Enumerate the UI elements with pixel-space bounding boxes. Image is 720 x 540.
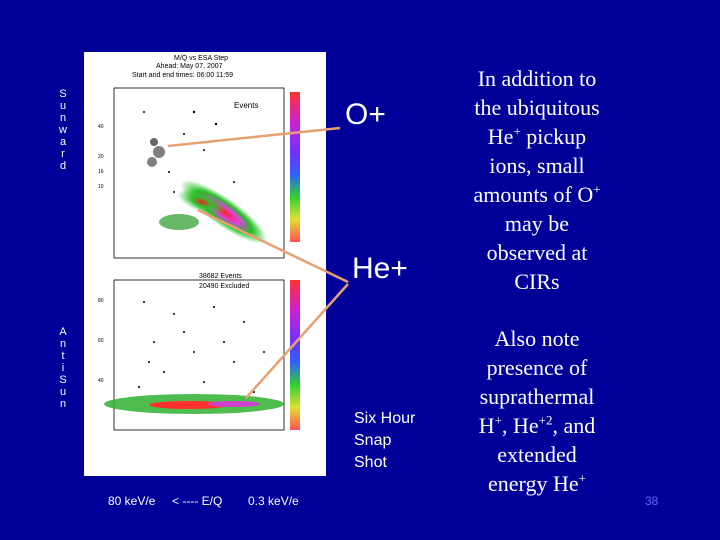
vertical-letter: r xyxy=(61,148,65,160)
text-block-1: In addition to the ubiquitous He+ pickup io… xyxy=(452,64,622,296)
top-colorbar xyxy=(290,92,300,242)
bottom-panel-excluded: 20490 Excluded xyxy=(199,283,249,290)
top-blob-2 xyxy=(177,189,227,215)
bottom-colorbar xyxy=(290,280,300,430)
snapshot-line: Snap xyxy=(354,432,392,449)
top-blob-3 xyxy=(159,214,199,230)
plot-title-2: Ahead: May 07, 2007 xyxy=(156,63,223,70)
o-plus-label: O+ xyxy=(345,98,386,131)
text-line: ions, small xyxy=(489,153,585,178)
vertical-letter: a xyxy=(59,136,67,148)
text-line: CIRs xyxy=(514,269,560,294)
bottom-band-core xyxy=(149,401,229,409)
plot-title-3: Start and end times: 06:00 11:59 xyxy=(132,72,233,79)
bottom-panel-events: 38682 Events xyxy=(199,273,242,280)
axis-right-label: 0.3 keV/e xyxy=(248,494,299,508)
top-y-tick: 16 xyxy=(98,169,104,175)
vertical-letter: i xyxy=(61,362,65,374)
bottom-y-tick: 80 xyxy=(98,298,104,304)
text-line: may be xyxy=(504,211,570,236)
bottom-scatter xyxy=(138,301,265,393)
text-line: observed at xyxy=(486,240,588,265)
text-line: suprathermal xyxy=(479,384,595,409)
plot-graphic: M/Q vs ESA Step Ahead: May 07, 2007 Star… xyxy=(98,55,300,431)
bottom-y-tick: 40 xyxy=(98,378,104,384)
vertical-letter: u xyxy=(59,386,67,398)
snapshot-caption: Six Hour Snap Shot xyxy=(354,408,415,474)
text-line: amounts of O+ xyxy=(473,181,601,207)
text-line: He+ pickup xyxy=(487,123,587,149)
plot-title-1: M/Q vs ESA Step xyxy=(174,55,228,62)
top-panel-events: Events xyxy=(234,101,258,110)
vertical-letter: S xyxy=(59,88,67,100)
text-line: energy He+ xyxy=(488,470,586,496)
text-line: the ubiquitous xyxy=(474,95,600,120)
axis-left-label: 80 keV/e xyxy=(108,494,156,508)
text-line: H+, He+2, and xyxy=(478,412,596,438)
bottom-y-tick: 60 xyxy=(98,338,104,344)
vertical-letter: w xyxy=(59,124,67,136)
page-number: 38 xyxy=(645,494,659,508)
text-block-2: Also note presence of suprathermal H+, He+2… xyxy=(452,324,622,498)
vertical-letter: A xyxy=(59,326,67,338)
vertical-letter: S xyxy=(59,374,67,386)
top-y-tick: 10 xyxy=(98,184,104,190)
mq-vs-esa-plot: M/Q vs ESA Step Ahead: May 07, 2007 Star… xyxy=(84,52,326,476)
vertical-letter: u xyxy=(59,100,67,112)
vertical-letter: d xyxy=(59,160,67,172)
axis-mid-label: < ---- E/Q xyxy=(172,494,223,508)
bottom-band-core-2 xyxy=(208,401,260,407)
vertical-letter: n xyxy=(59,398,67,410)
text-line: Also note xyxy=(494,326,580,351)
he-plus-label: He+ xyxy=(352,252,408,285)
top-y-tick: 40 xyxy=(98,124,104,130)
text-line: presence of xyxy=(486,355,588,380)
snapshot-line: Six Hour xyxy=(354,410,416,427)
snapshot-line: Shot xyxy=(354,454,387,471)
vertical-letter: t xyxy=(61,350,65,362)
top-y-tick: 20 xyxy=(98,154,104,160)
top-scatter xyxy=(143,110,235,208)
vertical-letter: n xyxy=(59,112,67,124)
text-line: extended xyxy=(497,442,577,467)
vertical-letter: n xyxy=(59,338,67,350)
text-line: In addition to xyxy=(477,66,597,91)
